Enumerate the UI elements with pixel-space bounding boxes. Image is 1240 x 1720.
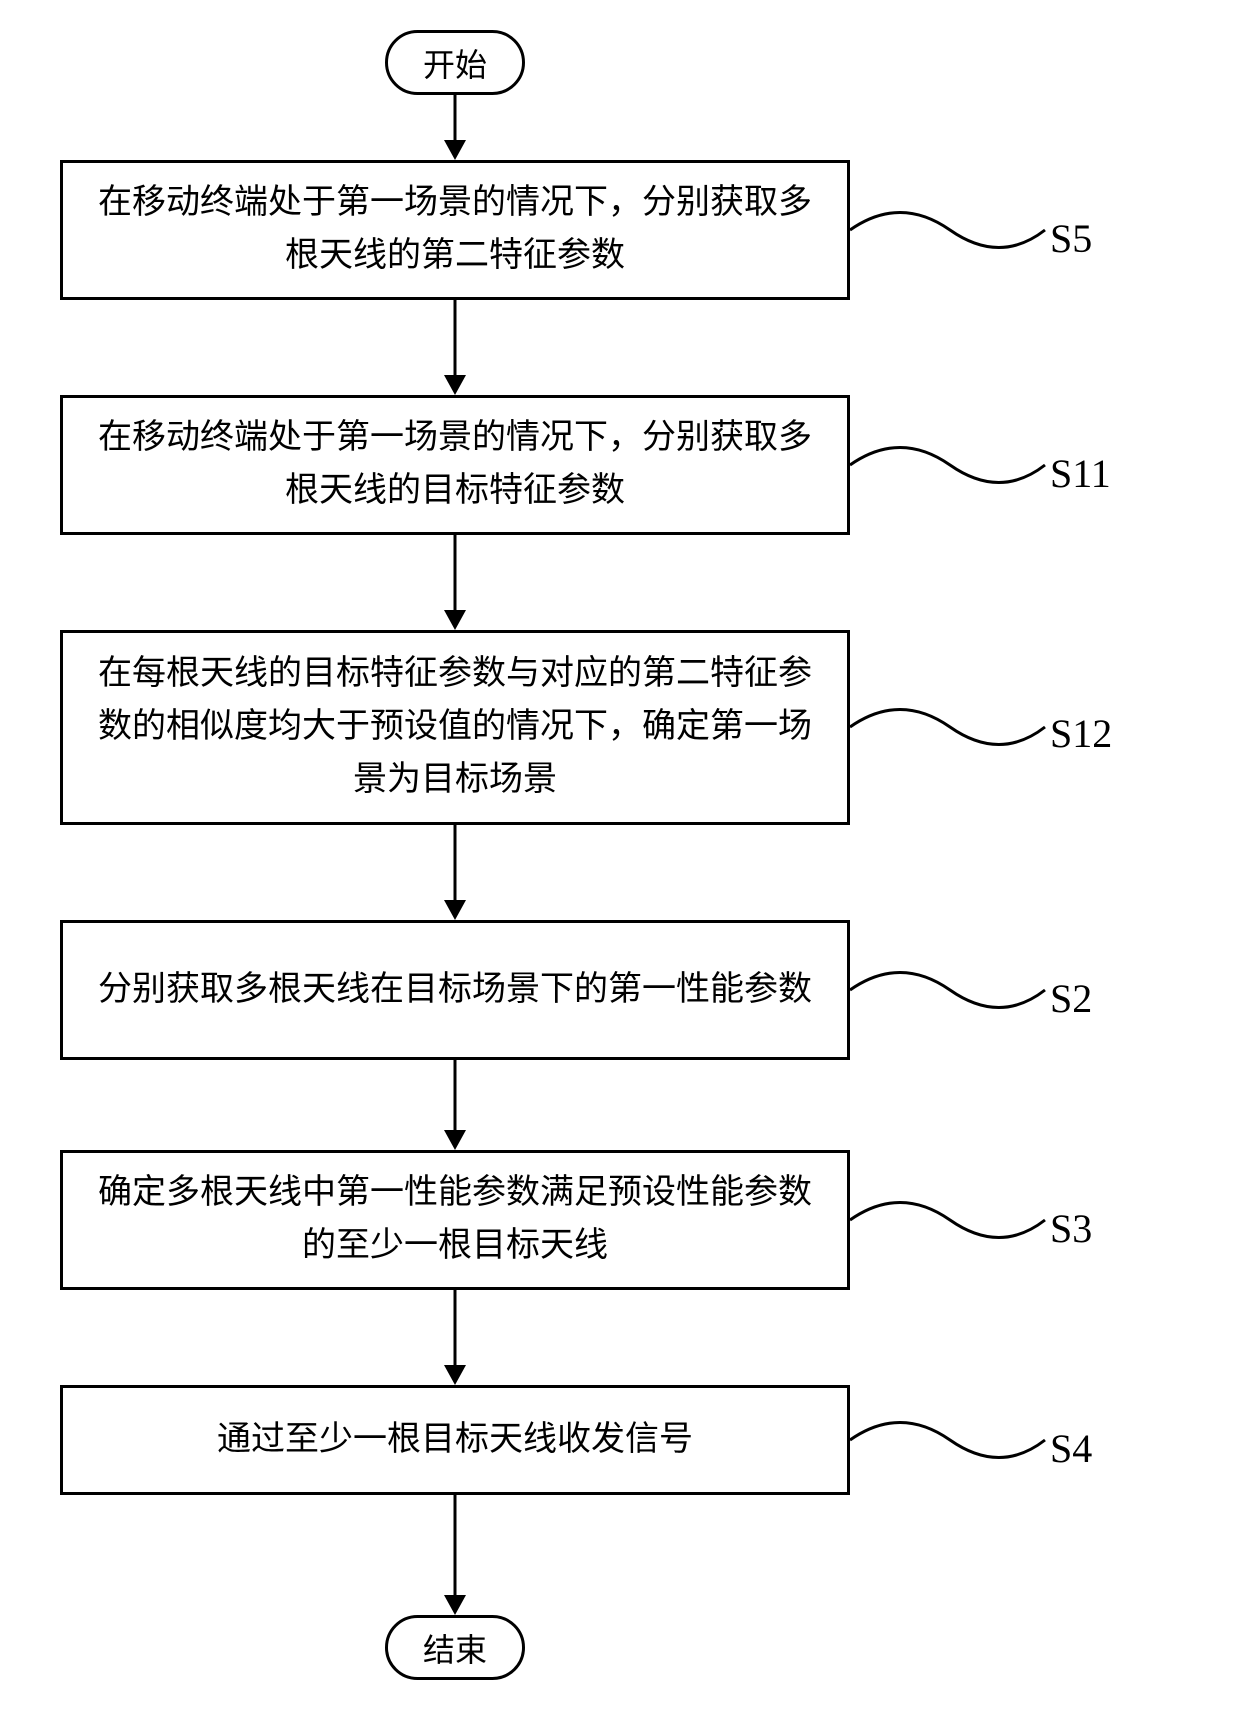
flowchart-container: 开始 在移动终端处于第一场景的情况下，分别获取多根天线的第二特征参数 S5 在移… [0, 0, 1240, 1720]
start-terminator: 开始 [385, 30, 525, 95]
step-s12-text: 在每根天线的目标特征参数与对应的第二特征参数的相似度均大于预设值的情况下，确定第… [93, 648, 817, 806]
end-label: 结束 [423, 1625, 487, 1671]
step-s11-label: S11 [1050, 450, 1111, 497]
arrow-line [454, 95, 457, 142]
step-s11-text: 在移动终端处于第一场景的情况下，分别获取多根天线的目标特征参数 [93, 412, 817, 517]
arrow-head [444, 1365, 466, 1385]
start-label: 开始 [423, 40, 487, 86]
arrow-head [444, 1130, 466, 1150]
step-s4-text: 通过至少一根目标天线收发信号 [217, 1414, 693, 1467]
step-s3-text: 确定多根天线中第一性能参数满足预设性能参数的至少一根目标天线 [93, 1167, 817, 1272]
step-s3-box: 确定多根天线中第一性能参数满足预设性能参数的至少一根目标天线 [60, 1150, 850, 1290]
step-s3-label: S3 [1050, 1205, 1092, 1252]
arrow-line [454, 825, 457, 902]
arrow-line [454, 535, 457, 612]
connector-s12 [850, 697, 1050, 757]
step-s2-label: S2 [1050, 975, 1092, 1022]
connector-s5 [850, 200, 1050, 260]
connector-s11 [850, 435, 1050, 495]
step-s5-text: 在移动终端处于第一场景的情况下，分别获取多根天线的第二特征参数 [93, 177, 817, 282]
arrow-line [454, 1290, 457, 1367]
arrow-head [444, 610, 466, 630]
step-s2-box: 分别获取多根天线在目标场景下的第一性能参数 [60, 920, 850, 1060]
arrow-line [454, 300, 457, 377]
arrow-line [454, 1060, 457, 1132]
step-s5-label: S5 [1050, 215, 1092, 262]
connector-s3 [850, 1190, 1050, 1250]
step-s4-box: 通过至少一根目标天线收发信号 [60, 1385, 850, 1495]
arrow-head [444, 375, 466, 395]
step-s4-label: S4 [1050, 1425, 1092, 1472]
arrow-line [454, 1495, 457, 1597]
arrow-head [444, 1595, 466, 1615]
step-s12-box: 在每根天线的目标特征参数与对应的第二特征参数的相似度均大于预设值的情况下，确定第… [60, 630, 850, 825]
arrow-head [444, 140, 466, 160]
step-s2-text: 分别获取多根天线在目标场景下的第一性能参数 [98, 964, 812, 1017]
connector-s2 [850, 960, 1050, 1020]
arrow-head [444, 900, 466, 920]
end-terminator: 结束 [385, 1615, 525, 1680]
step-s12-label: S12 [1050, 710, 1112, 757]
step-s5-box: 在移动终端处于第一场景的情况下，分别获取多根天线的第二特征参数 [60, 160, 850, 300]
step-s11-box: 在移动终端处于第一场景的情况下，分别获取多根天线的目标特征参数 [60, 395, 850, 535]
connector-s4 [850, 1410, 1050, 1470]
